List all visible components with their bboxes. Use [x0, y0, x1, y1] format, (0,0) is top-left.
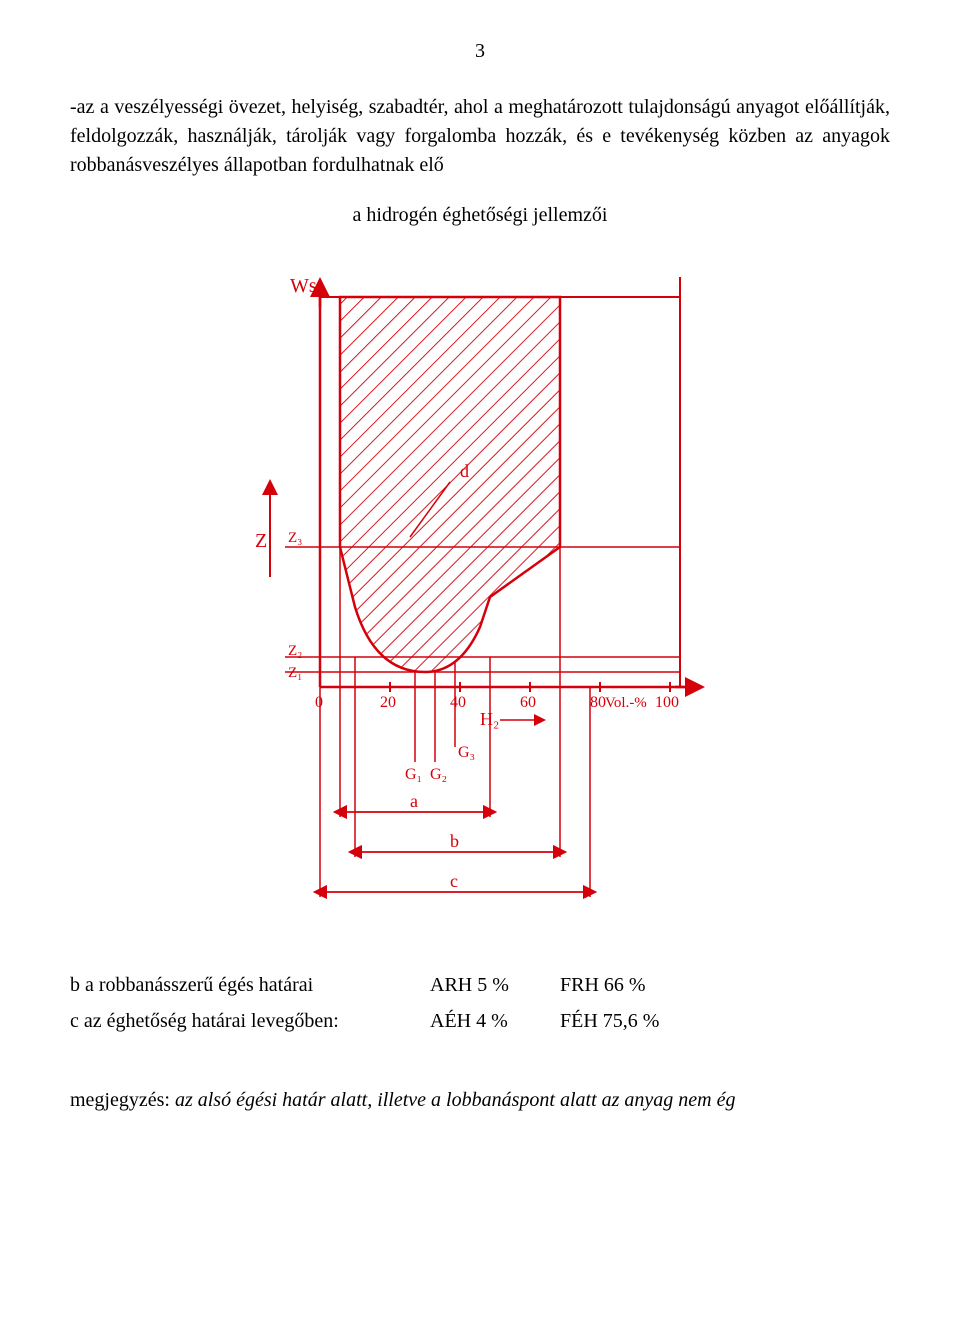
data-table: b a robbanásszerű égés határai ARH 5 % F… — [70, 967, 890, 1039]
x-tick-60: 60 — [520, 694, 536, 711]
x-units: Vol.-% — [605, 695, 647, 711]
row-value-1: AÉH 4 % — [430, 1003, 560, 1039]
a-label: a — [410, 791, 418, 811]
paragraph-intro: -az a veszélyességi övezet, helyiség, sz… — [70, 93, 890, 180]
c-label: c — [450, 871, 458, 891]
x-tick-100: 100 — [655, 694, 679, 711]
table-row: c az éghetőség határai levegőben: AÉH 4 … — [70, 1003, 890, 1039]
page-number: 3 — [70, 40, 890, 63]
g3-label: G₃ — [458, 744, 475, 761]
row-label: b a robbanásszerű égés határai — [70, 967, 430, 1003]
z1-label: Z₁ — [288, 665, 302, 681]
footnote-italic: az alsó égési határ alatt, illetve a lob… — [175, 1089, 736, 1111]
diagram-subtitle: a hidrogén éghetőségi jellemzői — [70, 204, 890, 227]
footnote-prefix: megjegyzés: — [70, 1089, 175, 1111]
y-axis-label: Ws — [290, 275, 317, 297]
diagram-container: Ws Z Z₃ Z₂ Z₁ d 0 20 40 60 80 100 — [70, 257, 890, 937]
x-tick-80: 80 — [590, 694, 606, 711]
g1-label: G₁ — [405, 766, 422, 783]
x-tick-20: 20 — [380, 694, 396, 711]
z3-label: Z₃ — [288, 530, 302, 546]
row-value-1: ARH 5 % — [430, 967, 560, 1003]
b-label: b — [450, 831, 459, 851]
d-label: d — [460, 461, 469, 481]
footnote: megjegyzés: az alsó égési határ alatt, i… — [70, 1089, 890, 1112]
g2-label: G₂ — [430, 766, 447, 783]
table-row: b a robbanásszerű égés határai ARH 5 % F… — [70, 967, 890, 1003]
x-tick-40: 40 — [450, 694, 466, 711]
z2-label: Z₂ — [288, 643, 302, 659]
row-value-2: FRH 66 % — [560, 967, 710, 1003]
z-axis-label: Z — [255, 530, 267, 552]
row-label: c az éghetőség határai levegőben: — [70, 1003, 430, 1039]
x-origin: 0 — [315, 694, 323, 711]
row-value-2: FÉH 75,6 % — [560, 1003, 710, 1039]
combustion-diagram: Ws Z Z₃ Z₂ Z₁ d 0 20 40 60 80 100 — [200, 257, 760, 937]
